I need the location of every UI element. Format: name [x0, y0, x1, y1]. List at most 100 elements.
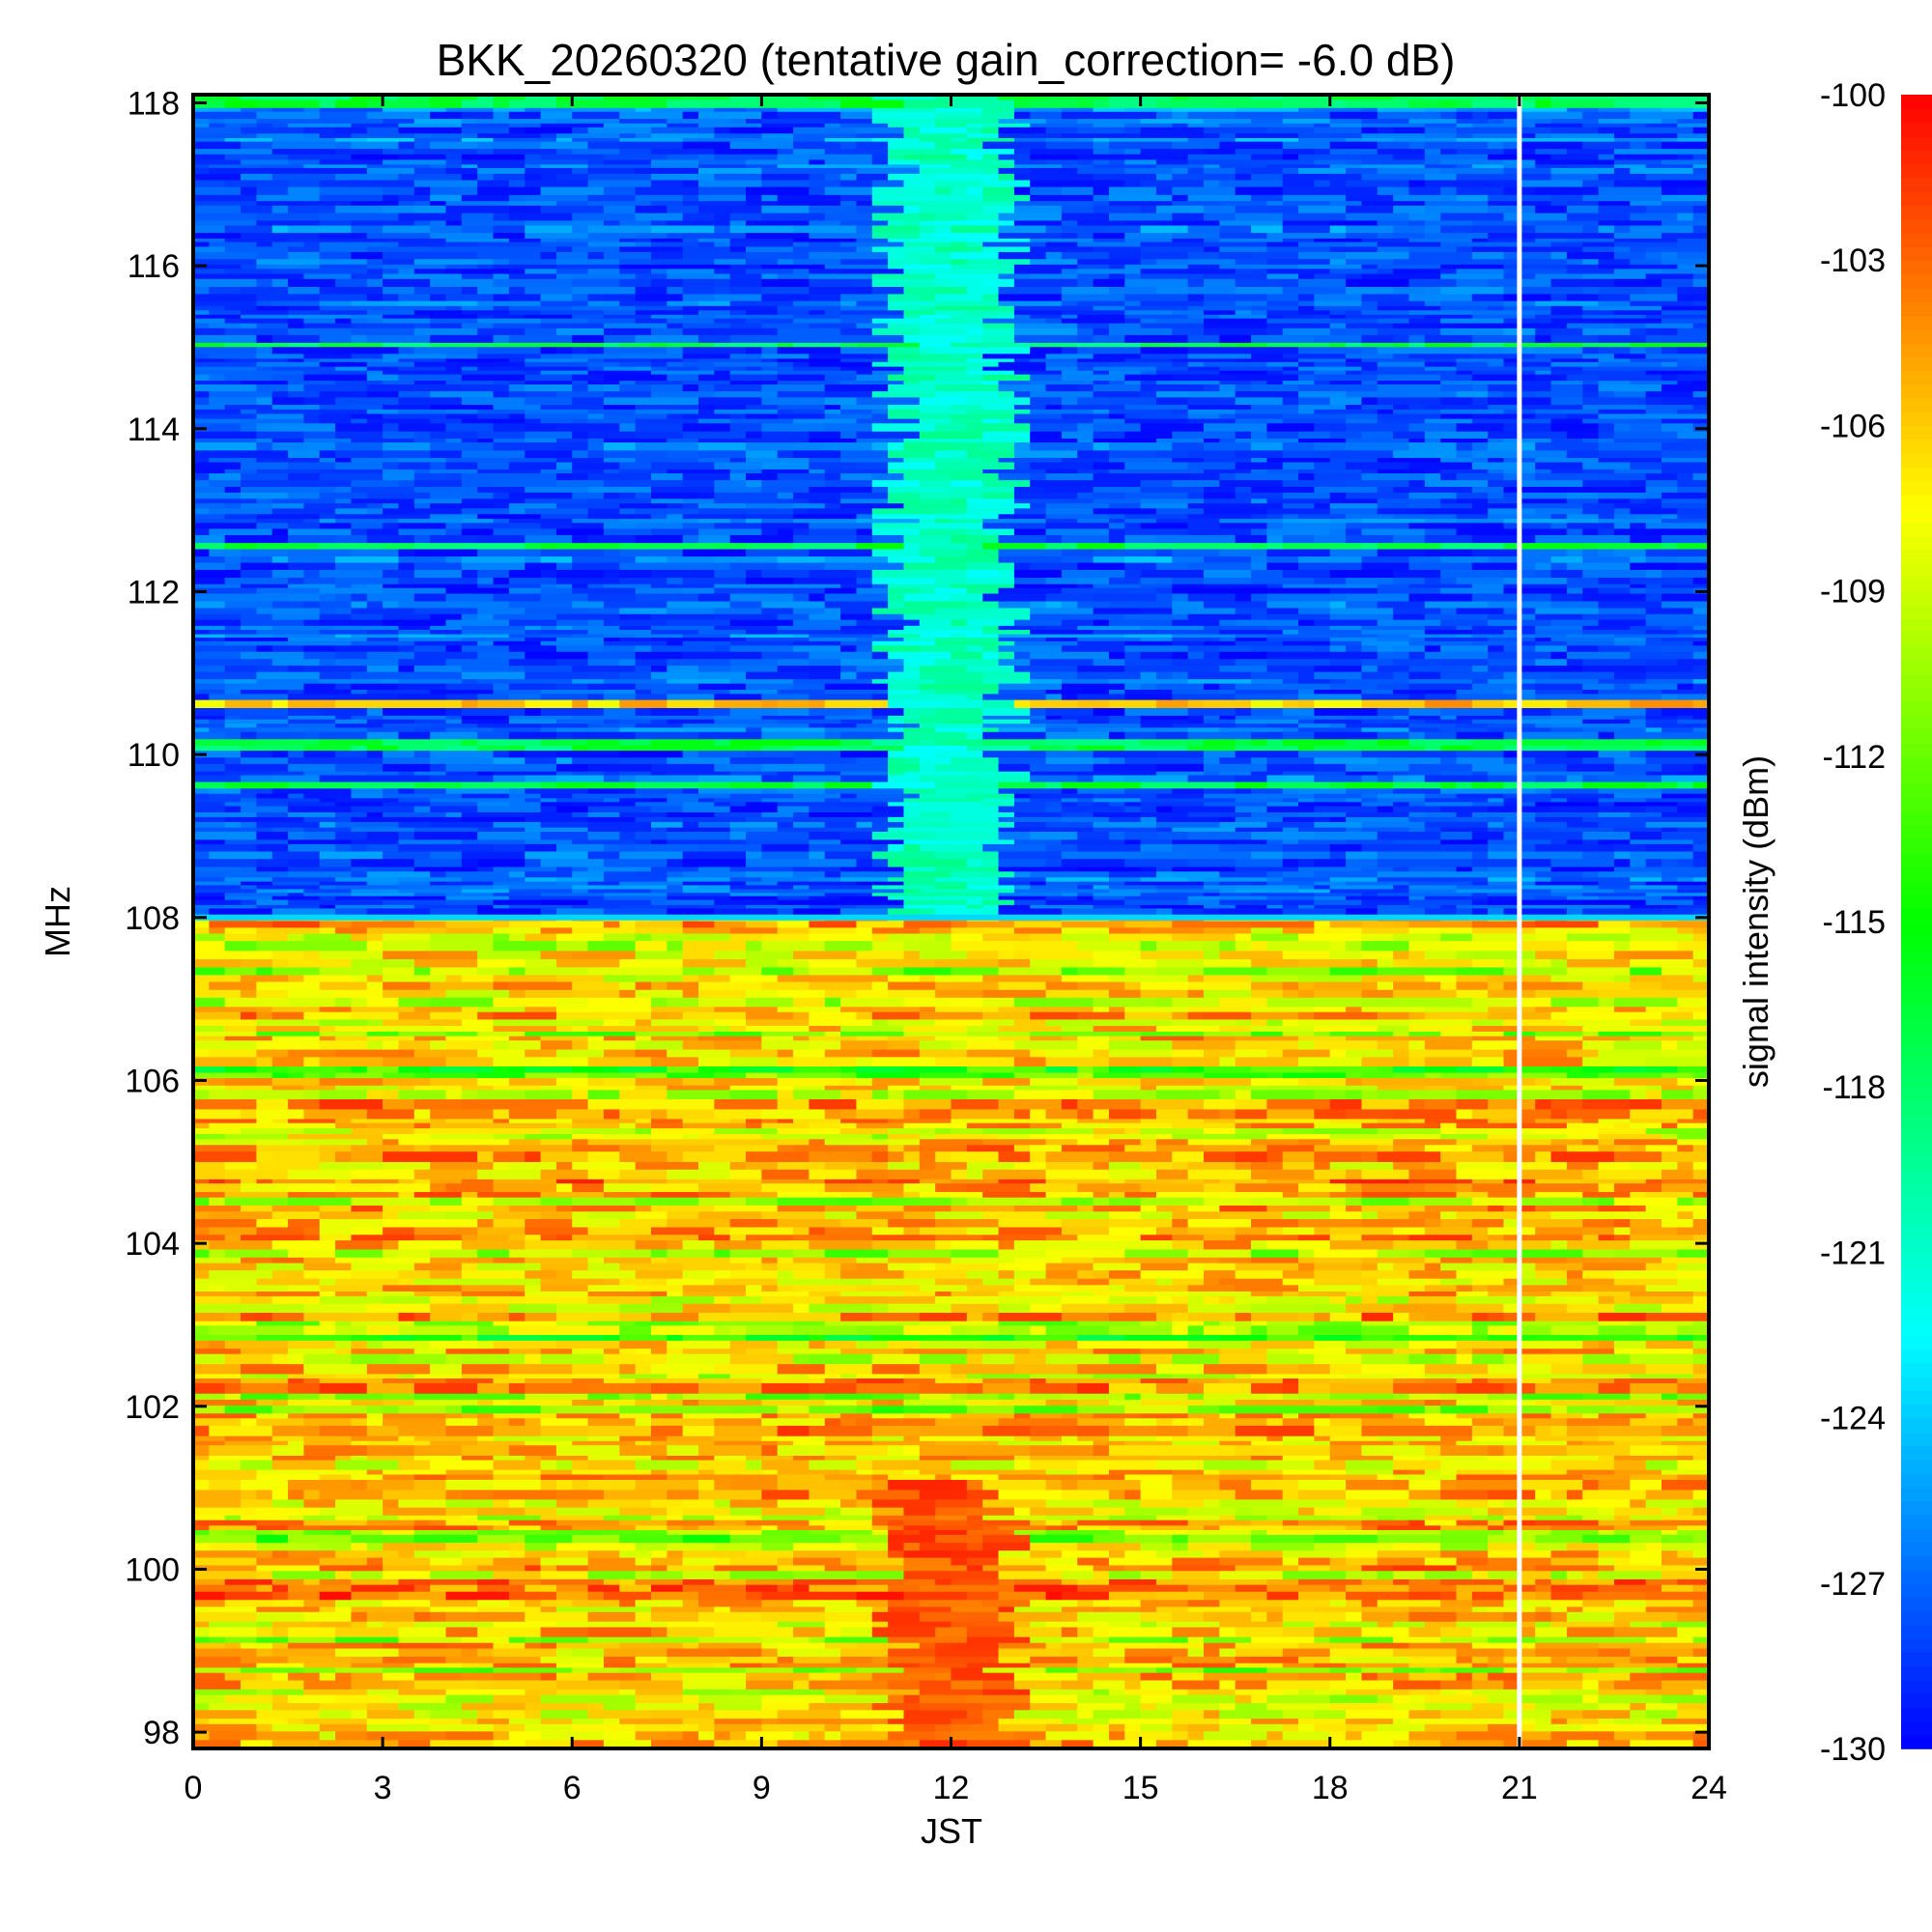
heatmap-cell — [1172, 1321, 1205, 1326]
heatmap-cell — [335, 1239, 384, 1250]
heatmap-cell — [1219, 1353, 1267, 1365]
heatmap-cell — [1093, 1248, 1125, 1258]
heatmap-cell — [840, 1278, 873, 1286]
heatmap-cell — [746, 1234, 794, 1241]
heatmap-cell — [193, 1382, 226, 1394]
heatmap-cell — [1550, 1489, 1568, 1500]
heatmap-cell — [1077, 1626, 1094, 1637]
heatmap-cell — [477, 1626, 542, 1637]
heatmap-cell — [809, 1011, 841, 1020]
heatmap-cell — [1140, 1031, 1173, 1037]
heatmap-cell — [746, 1412, 762, 1419]
heatmap-cell — [1187, 895, 1220, 900]
heatmap-cell — [271, 1399, 289, 1406]
heatmap-cell — [445, 1473, 495, 1480]
heatmap-cell — [1361, 1520, 1410, 1526]
heatmap-cell — [951, 940, 1015, 952]
heatmap-cell — [1613, 1077, 1678, 1086]
heatmap-cell — [1613, 1440, 1662, 1446]
heatmap-cell — [1519, 1108, 1552, 1120]
heatmap-cell — [572, 1138, 589, 1146]
heatmap-cell — [335, 1393, 384, 1400]
heatmap-cell — [430, 1144, 495, 1152]
heatmap-cell — [1314, 1257, 1363, 1264]
heatmap-cell — [335, 1257, 353, 1264]
heatmap-cell — [1393, 958, 1410, 968]
heatmap-cell — [1251, 1065, 1315, 1073]
heatmap-cell — [919, 892, 952, 896]
heatmap-cell — [746, 1151, 810, 1162]
heatmap-cell — [572, 1524, 637, 1530]
heatmap-cell — [1298, 884, 1315, 890]
heatmap-cell — [682, 1334, 747, 1341]
heatmap-cell — [888, 974, 921, 982]
heatmap-cell — [1124, 1257, 1189, 1264]
heatmap-cell — [288, 932, 304, 942]
heatmap-cell — [1582, 1218, 1615, 1228]
heatmap-cell — [888, 932, 936, 942]
heatmap-cell — [1550, 888, 1615, 894]
heatmap-cell — [1329, 1393, 1394, 1400]
heatmap-cell — [809, 1138, 826, 1146]
heatmap-cell — [366, 1417, 384, 1426]
heatmap-cell — [1204, 1524, 1220, 1530]
heatmap-cell — [288, 1197, 353, 1206]
heatmap-cell — [1093, 1018, 1125, 1026]
heatmap-cell — [1172, 1626, 1220, 1637]
heatmap-cell — [413, 1321, 447, 1326]
heatmap-cell — [508, 1248, 573, 1258]
heatmap-cell — [1582, 1425, 1600, 1436]
heatmap-cell — [1471, 1702, 1505, 1711]
heatmap-cell — [650, 1515, 668, 1520]
heatmap-cell — [1108, 888, 1142, 894]
heatmap-cell — [477, 1262, 526, 1271]
heatmap-cell — [1093, 1108, 1110, 1120]
heatmap-cell — [1566, 1071, 1600, 1079]
heatmap-cell — [746, 1549, 794, 1558]
heatmap-cell — [809, 1702, 873, 1711]
heatmap-cell — [1314, 1605, 1363, 1612]
heatmap-cell — [1140, 989, 1189, 998]
heatmap-cell — [1187, 1284, 1236, 1292]
heatmap-cell — [477, 1191, 542, 1198]
heatmap-cell — [682, 1262, 747, 1271]
heatmap-cell — [525, 1031, 589, 1037]
heatmap-cell — [667, 997, 699, 1008]
heatmap-cell — [793, 1056, 858, 1066]
heatmap-cell — [1408, 1520, 1426, 1526]
heatmap-cell — [1630, 1393, 1662, 1400]
heatmap-cell — [461, 884, 495, 890]
heatmap-cell — [493, 1435, 557, 1441]
heatmap-cell — [729, 1248, 794, 1258]
heatmap-cell — [1535, 920, 1600, 928]
heatmap-cell — [746, 1291, 810, 1296]
heatmap-cell — [493, 1694, 542, 1704]
heatmap-cell — [1598, 1234, 1615, 1241]
heatmap-cell — [1155, 884, 1205, 890]
heatmap-cell — [1282, 1520, 1299, 1526]
heatmap-cell — [508, 1039, 542, 1050]
heatmap-cell — [319, 1469, 368, 1475]
heatmap-cell — [193, 1248, 210, 1258]
heatmap-cell — [256, 1303, 305, 1313]
heatmap-cell — [935, 1534, 983, 1544]
heatmap-cell — [1030, 1011, 1078, 1020]
heatmap-cell — [430, 1605, 478, 1612]
heatmap-cell — [508, 980, 573, 990]
heatmap-cell — [1077, 1557, 1110, 1566]
heatmap-cell — [1140, 1570, 1173, 1579]
heatmap-cell — [919, 1340, 983, 1350]
heatmap-cell — [1013, 1672, 1078, 1681]
heatmap-cell — [1172, 1312, 1189, 1321]
heatmap-cell — [1488, 1191, 1536, 1198]
heatmap-cell — [1282, 1489, 1299, 1500]
heatmap-cell — [777, 895, 810, 900]
heatmap-cell — [1598, 1702, 1631, 1711]
heatmap-cell — [193, 1515, 226, 1520]
heatmap-cell — [1329, 1048, 1347, 1058]
heatmap-cell — [777, 898, 841, 905]
heatmap-cell — [871, 1666, 905, 1673]
heatmap-cell — [856, 1405, 873, 1414]
heatmap-cell — [1519, 888, 1552, 894]
heatmap-cell — [1140, 1564, 1173, 1572]
